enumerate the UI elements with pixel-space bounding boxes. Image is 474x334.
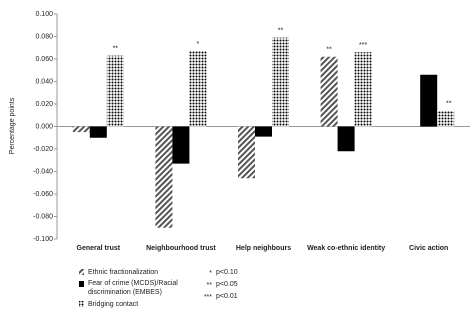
x-tick-label: General trust: [77, 245, 121, 252]
significance-text: p<0.05: [216, 281, 238, 288]
bar: [337, 126, 355, 152]
y-tick-label: 0.040: [35, 78, 53, 85]
legend-text-box: Fear of crime (MCDS)/Racial discriminati…: [88, 280, 178, 296]
y-tick-label: -0.080: [33, 213, 53, 220]
y-tick-label: -0.100: [33, 236, 53, 243]
x-tick-label: Civic action: [409, 245, 448, 252]
y-axis-label: Percentage points: [9, 97, 16, 154]
y-tick-label: 0.000: [35, 123, 53, 130]
y-tick-label: -0.020: [33, 146, 53, 153]
legend-label: Bridging contact: [88, 301, 138, 308]
bar: [255, 126, 272, 137]
significance-label: *: [197, 41, 200, 48]
legend-swatch: [79, 281, 84, 287]
y-tick-label: 0.100: [35, 11, 53, 18]
significance-text: p<0.01: [216, 293, 238, 300]
significance-label: **: [278, 27, 284, 34]
significance-label: **: [446, 101, 452, 108]
bar: [172, 126, 190, 164]
significance-text: p<0.10: [216, 269, 238, 276]
legend-swatch: [79, 301, 84, 307]
significance-label: ***: [359, 42, 367, 49]
bar: [155, 126, 173, 228]
bar: [320, 56, 338, 127]
y-tick-label: 0.020: [35, 101, 53, 108]
bar: [106, 55, 124, 127]
bar: [189, 51, 207, 127]
legend-swatch: [79, 269, 84, 275]
x-tick-label: Help neighbours: [236, 245, 291, 252]
y-tick-label: -0.060: [33, 191, 53, 198]
significance-symbol: **: [207, 282, 213, 289]
significance-label: **: [113, 45, 119, 52]
bar: [272, 37, 289, 127]
bar: [354, 52, 372, 127]
bar: [420, 74, 438, 127]
y-tick-label: -0.040: [33, 168, 53, 175]
y-tick-label: 0.060: [35, 56, 53, 63]
bar: [72, 126, 90, 133]
bar: [238, 126, 255, 179]
significance-symbol: *: [209, 270, 212, 277]
bar: [437, 110, 455, 127]
significance-label: **: [326, 47, 332, 54]
legend-label: Ethnic fractionalization: [88, 269, 158, 276]
y-tick-label: 0.080: [35, 33, 53, 40]
x-tick-label: Weak co-ethnic identity: [307, 245, 385, 252]
significance-symbol: ***: [204, 294, 212, 301]
bar: [89, 126, 107, 138]
x-tick-label: Neighbourhood trust: [146, 245, 216, 252]
legend-label: Fear of crime (MCDS)/Racial discriminati…: [88, 280, 178, 296]
